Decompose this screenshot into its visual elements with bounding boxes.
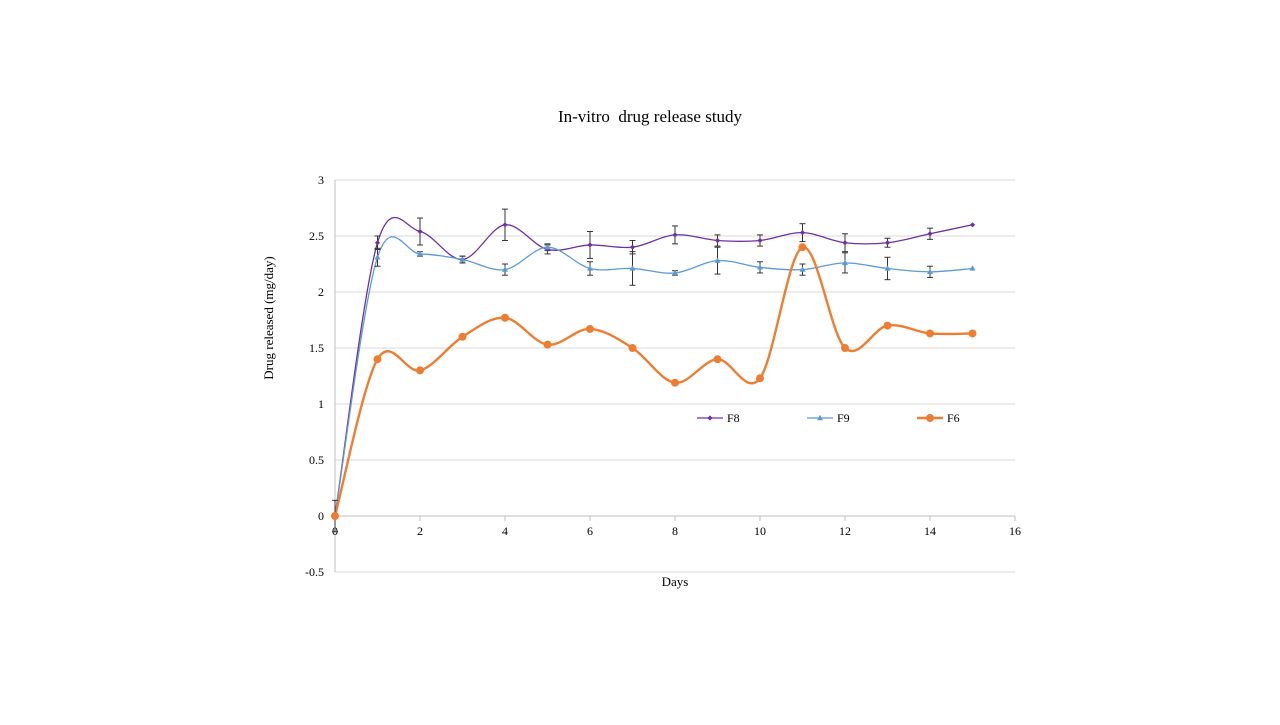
- data-point-f6: [458, 332, 467, 341]
- x-axis-label: Days: [662, 574, 689, 589]
- data-point-f9: [417, 250, 423, 257]
- legend-item-f8: F8: [697, 411, 740, 425]
- data-point-f9: [714, 257, 721, 263]
- y-tick-label: 0.5: [309, 453, 324, 467]
- y-axis-label: Drug released (mg/day): [261, 256, 276, 379]
- legend-marker-f8: [707, 415, 713, 421]
- data-point-f8: [927, 231, 933, 237]
- data-point-f8: [417, 228, 423, 235]
- data-point-f9: [629, 265, 636, 271]
- data-point-f6: [543, 340, 552, 349]
- x-tick-label: 6: [587, 524, 593, 538]
- data-point-f8: [884, 240, 891, 246]
- data-point-f6: [798, 243, 807, 252]
- x-tick-label: 8: [672, 524, 678, 538]
- data-point-f6: [331, 512, 339, 520]
- legend-item-f9: F9: [807, 411, 850, 425]
- data-points: [331, 222, 977, 520]
- data-point-f8: [587, 242, 593, 248]
- data-point-f6: [883, 321, 892, 330]
- data-point-f9: [842, 259, 848, 266]
- data-point-f8: [969, 222, 976, 228]
- legend-label-f8: F8: [727, 411, 740, 425]
- legend-label-f6: F6: [947, 411, 960, 425]
- y-tick-label: 1.5: [309, 341, 324, 355]
- data-point-f9: [969, 265, 976, 271]
- y-tick-label: -0.5: [305, 565, 324, 579]
- data-point-f6: [671, 378, 679, 387]
- chart-title: In-vitro drug release study: [558, 107, 743, 126]
- x-tick-label: 14: [924, 524, 936, 538]
- legend-marker-f6: [926, 414, 934, 422]
- data-point-f8: [714, 237, 721, 244]
- y-tick-label: 3: [318, 173, 324, 187]
- x-tick-label: 16: [1009, 524, 1021, 538]
- x-tick-label: 2: [417, 524, 423, 538]
- data-point-f8: [842, 240, 848, 246]
- y-tick-label: 2: [318, 285, 324, 299]
- data-point-f6: [373, 355, 382, 364]
- data-point-f6: [416, 366, 424, 375]
- data-point-f9: [927, 268, 933, 275]
- data-point-f8: [757, 237, 763, 244]
- data-point-f6: [628, 344, 637, 352]
- series-lines: [333, 217, 973, 517]
- series-line-f9: [334, 236, 973, 517]
- data-point-f6: [501, 313, 509, 322]
- y-tick-label: 2.5: [309, 229, 324, 243]
- data-point-f9: [799, 266, 806, 272]
- x-tick-label: 12: [839, 524, 851, 538]
- legend-label-f9: F9: [837, 411, 850, 425]
- data-point-f8: [502, 222, 508, 228]
- data-point-f6: [841, 344, 849, 352]
- data-point-f8: [799, 230, 806, 236]
- data-point-f9: [757, 264, 763, 270]
- legend-item-f6: F6: [917, 411, 960, 425]
- x-axis-tick-labels: 0246810121416: [332, 524, 1021, 538]
- data-point-f6: [756, 374, 764, 383]
- data-point-f6: [968, 329, 977, 338]
- data-point-f6: [926, 329, 934, 338]
- legend-marker-f9: [817, 414, 823, 421]
- series-line-f6: [333, 246, 973, 517]
- y-tick-label: 0: [318, 509, 324, 523]
- data-point-f9: [374, 254, 381, 260]
- data-point-f6: [586, 324, 594, 333]
- data-point-f6: [713, 355, 722, 364]
- x-tick-label: 4: [502, 524, 508, 538]
- y-axis-tick-labels: -0.5 0 0.5 1 1.5 2 2.5 3: [305, 173, 324, 579]
- data-point-f9: [502, 266, 508, 272]
- y-tick-label: 1: [318, 397, 324, 411]
- data-point-f9: [672, 269, 678, 276]
- data-point-f9: [884, 265, 891, 271]
- legend: F8 F9 F6: [697, 411, 960, 425]
- data-point-f9: [459, 256, 466, 262]
- data-point-f8: [374, 240, 381, 246]
- data-point-f8: [629, 244, 636, 250]
- data-point-f8: [672, 232, 678, 238]
- x-tick-label: 10: [754, 524, 766, 538]
- data-point-f9: [544, 244, 551, 250]
- data-point-f9: [587, 265, 593, 271]
